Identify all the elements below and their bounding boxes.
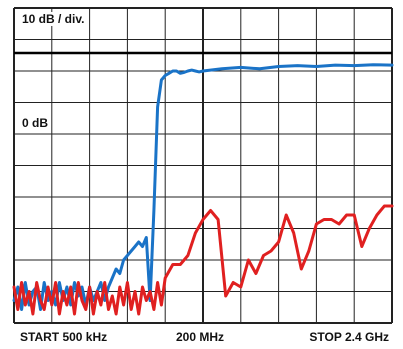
series-line-red	[12, 204, 394, 316]
scale-label: 10 dB / div.	[20, 12, 87, 26]
series-line-blue	[12, 63, 394, 311]
x-start-label: START 500 kHz	[20, 330, 108, 344]
x-stop-label: STOP 2.4 GHz	[309, 330, 389, 344]
x-mid-label: 200 MHz	[176, 330, 225, 344]
reference-level-label: 0 dB	[20, 116, 51, 130]
